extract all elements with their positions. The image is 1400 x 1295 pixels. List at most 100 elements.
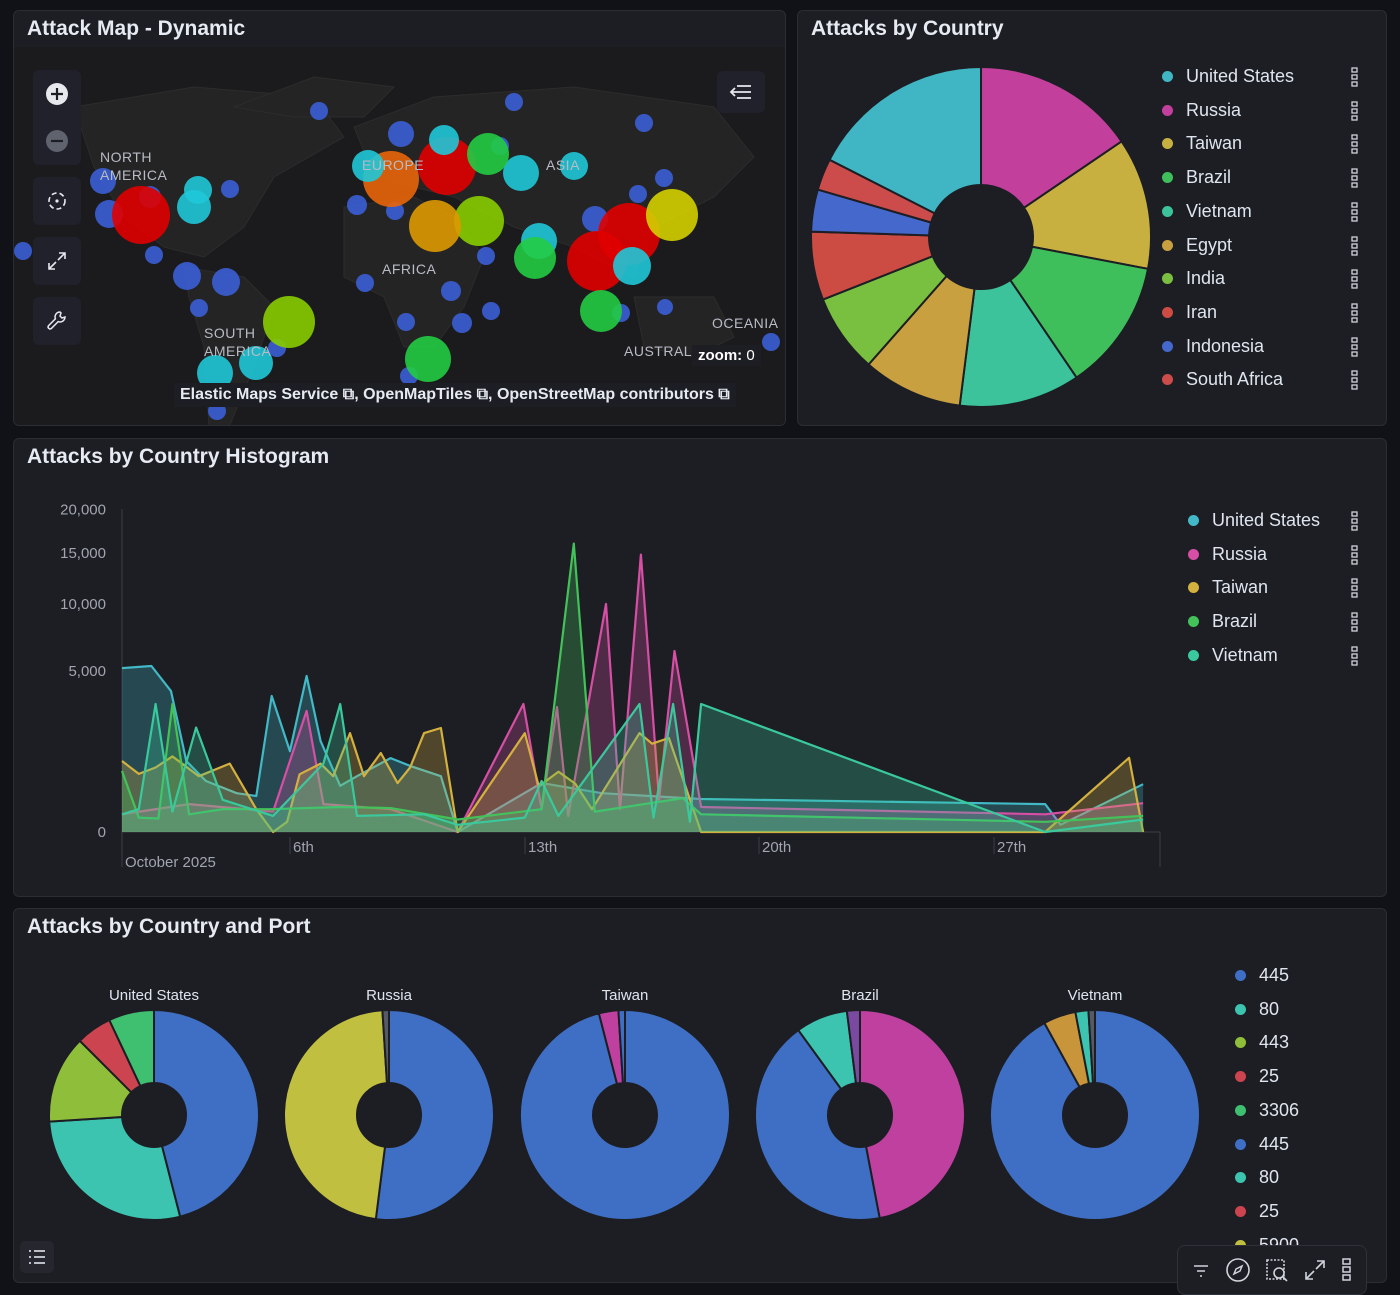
attack-point[interactable] [418, 137, 476, 195]
attack-point[interactable] [263, 296, 315, 348]
pie-slice[interactable] [845, 1008, 861, 1085]
pie-slice[interactable] [980, 65, 1123, 210]
legend-toggle-button[interactable] [20, 1241, 54, 1273]
attack-point[interactable] [190, 299, 208, 317]
pie-slice[interactable] [754, 1028, 881, 1221]
attack-point[interactable] [405, 336, 451, 382]
inspect-icon[interactable] [1264, 1257, 1290, 1283]
pie-slice[interactable] [617, 1008, 626, 1085]
legend-options-icon[interactable] [1350, 269, 1360, 294]
legend-item[interactable]: 445 [1235, 1134, 1289, 1155]
attack-point[interactable] [14, 242, 32, 260]
explore-icon[interactable] [1225, 1257, 1251, 1283]
attack-point[interactable] [580, 290, 622, 332]
pie-slice[interactable] [48, 1115, 182, 1221]
attack-point[interactable] [467, 133, 509, 175]
attack-point[interactable] [352, 150, 384, 182]
pie-slice[interactable] [107, 1008, 155, 1088]
attack-point[interactable] [90, 168, 116, 194]
attack-point[interactable] [655, 169, 673, 187]
attack-point[interactable] [613, 247, 651, 285]
legend-options-icon[interactable] [1350, 545, 1360, 570]
legend-options-icon[interactable] [1350, 612, 1360, 637]
legend-item[interactable]: 25 [1235, 1201, 1279, 1222]
attack-point[interactable] [409, 200, 461, 252]
zoom-in-icon[interactable] [45, 82, 69, 106]
pie-slice[interactable] [381, 1008, 390, 1085]
legend-item[interactable]: Egypt [1162, 235, 1232, 256]
series-line[interactable] [121, 702, 1144, 834]
pie-slice[interactable] [374, 1008, 495, 1221]
map-canvas[interactable]: NORTH AMERICA EUROPE ASIA AFRICA SOUTH A… [14, 47, 785, 425]
legend-options-icon[interactable] [1350, 303, 1360, 328]
legend-options-icon[interactable] [1350, 168, 1360, 193]
series-line[interactable] [121, 664, 1144, 834]
legend-item[interactable]: 443 [1235, 1032, 1289, 1053]
series-line[interactable] [121, 726, 1145, 834]
legend-item[interactable]: South Africa [1162, 369, 1283, 390]
legend-options-icon[interactable] [1350, 370, 1360, 395]
attribution-link[interactable]: , OpenMapTiles [354, 386, 473, 403]
attack-point[interactable] [762, 333, 780, 351]
legend-item[interactable]: Indonesia [1162, 336, 1264, 357]
attack-point[interactable] [145, 246, 163, 264]
legend-item[interactable]: Vietnam [1188, 645, 1278, 666]
legend-options-icon[interactable] [1350, 202, 1360, 227]
layer-control-button[interactable] [717, 71, 765, 113]
legend-item[interactable]: 25 [1235, 1066, 1279, 1087]
legend-options-icon[interactable] [1350, 646, 1360, 671]
legend-item[interactable]: 3306 [1235, 1100, 1299, 1121]
legend-item[interactable]: India [1162, 268, 1225, 289]
attack-point[interactable] [441, 281, 461, 301]
attack-point[interactable] [657, 299, 673, 315]
attack-point[interactable] [388, 121, 414, 147]
fullscreen-button[interactable] [33, 237, 81, 285]
attack-point[interactable] [197, 355, 233, 391]
legend-options-icon[interactable] [1350, 336, 1360, 362]
attack-point[interactable] [221, 180, 239, 198]
attack-point[interactable] [112, 186, 170, 244]
legend-options-icon[interactable] [1350, 235, 1360, 261]
pie-slice[interactable] [816, 158, 937, 224]
legend-item[interactable]: 445 [1235, 965, 1289, 986]
legend-options-icon[interactable] [1350, 67, 1360, 92]
attack-point[interactable] [356, 274, 374, 292]
filter-icon[interactable] [1190, 1259, 1212, 1281]
legend-item[interactable]: 80 [1235, 999, 1279, 1020]
attack-point[interactable] [505, 93, 523, 111]
attack-point[interactable] [629, 185, 647, 203]
legend-item[interactable]: United States [1188, 510, 1320, 531]
legend-item[interactable]: Russia [1188, 544, 1267, 565]
series-line[interactable] [120, 542, 1144, 823]
zoom-out-icon[interactable] [45, 129, 69, 153]
tools-button[interactable] [33, 297, 81, 345]
attack-point[interactable] [514, 237, 556, 279]
options-icon[interactable] [1340, 1257, 1354, 1283]
pie-slice[interactable] [519, 1008, 731, 1221]
attack-point[interactable] [482, 302, 500, 320]
pie-slice[interactable] [828, 65, 982, 215]
attack-point[interactable] [635, 114, 653, 132]
attack-point[interactable] [173, 262, 201, 290]
attribution-link[interactable]: , OpenStreetMap contributors [488, 386, 714, 403]
attack-point[interactable] [560, 152, 588, 180]
pie-slice[interactable] [283, 1009, 389, 1221]
legend-item[interactable]: Russia [1162, 100, 1241, 121]
attack-point[interactable] [397, 313, 415, 331]
attack-point[interactable] [429, 125, 459, 155]
legend-options-icon[interactable] [1350, 578, 1360, 603]
fullscreen-icon[interactable] [1303, 1258, 1327, 1282]
series-line[interactable] [121, 553, 1144, 834]
attack-point[interactable] [310, 102, 328, 120]
pie-slice[interactable] [153, 1008, 260, 1218]
legend-options-icon[interactable] [1350, 134, 1360, 159]
attack-point[interactable] [454, 196, 504, 246]
pie-slice[interactable] [1022, 140, 1152, 271]
legend-item[interactable]: Taiwan [1162, 133, 1242, 154]
attack-point[interactable] [347, 195, 367, 215]
legend-item[interactable]: Taiwan [1188, 577, 1268, 598]
attack-point[interactable] [212, 268, 240, 296]
attack-point[interactable] [646, 189, 698, 241]
attack-point[interactable] [567, 231, 627, 291]
legend-item[interactable]: Brazil [1162, 167, 1231, 188]
